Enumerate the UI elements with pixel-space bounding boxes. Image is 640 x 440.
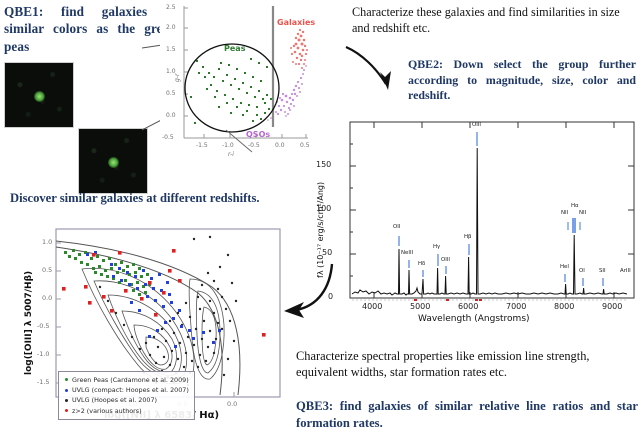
spec-line-label-oi: OI <box>579 268 585 274</box>
characterize-top-text: Characterize these galaxies and find sim… <box>352 5 620 35</box>
spec-line-label-oiii-1: OIII <box>441 257 451 263</box>
cc-annotation-galaxies: Galaxies <box>277 18 316 27</box>
spec-line-label-sii: SII <box>599 268 606 274</box>
color-color-canvas <box>183 6 308 153</box>
cc-annotation-qsos: QSOs <box>246 130 271 139</box>
cc-xtick-m1-5: -1.5 <box>196 142 208 149</box>
legend-item-uvlg: UVLG (Hoopes et al. 2007) <box>63 395 189 405</box>
qbe3-annotation: QBE3: find galaxies of similar relative … <box>296 399 638 430</box>
cc-ytick-2-5: 2.5 <box>166 4 176 11</box>
legend-item-z2: z>2 (various authors) <box>63 406 189 416</box>
spec-line-label-ariii: ArIII <box>620 268 631 274</box>
spec-line-label-nii-1: NII <box>561 210 569 216</box>
qbe1-annotation: QBE1: find galaxies of similar colors as… <box>4 4 176 54</box>
legend-swatch-green-peas <box>65 378 68 382</box>
bpt-yaxis-label: log([OIII] λ 5007/Hβ) <box>24 270 34 375</box>
spec-xtick-8000: 8000 <box>554 302 575 311</box>
cc-xaxis-label: r-i <box>228 151 234 158</box>
cc-ytick-1-5: 1.5 <box>166 46 176 53</box>
cc-xtick-m1-0: -1.0 <box>222 142 234 149</box>
spec-line-label-neiii: NeIII <box>401 250 414 256</box>
legend-label-uvlg: UVLG (Hoopes et al. 2007) <box>72 396 158 405</box>
cc-yaxis-label: g-r <box>174 73 181 82</box>
green-pea-blob-icon <box>33 90 45 102</box>
bpt-ytick-m0-5: -0.5 <box>37 322 50 330</box>
spec-line-label-hgamma: Hγ <box>433 244 441 250</box>
legend-item-green-peas: Green Peas (Cardamone et al. 2009) <box>63 375 189 385</box>
spec-line-label-halpha: Hα <box>571 203 579 209</box>
spec-line-label-hdelta: Hδ <box>418 261 426 267</box>
cc-ytick-1-0: 1.0 <box>166 68 176 75</box>
galaxy-thumbnail-1 <box>4 62 74 128</box>
arrow-to-bpt-icon <box>284 263 334 318</box>
legend-label-green-peas: Green Peas (Cardamone et al. 2009) <box>72 375 189 384</box>
spec-ytick-50: 50 <box>322 248 333 257</box>
bpt-ytick-m1-0: -1.0 <box>37 350 50 358</box>
characterize-bottom-text: Characterize spectral properties like em… <box>296 349 590 380</box>
spec-line-label-oiii-2: OIII <box>472 122 482 128</box>
spec-line-label-hei: HeI <box>560 264 569 270</box>
legend-item-uvlg-compact: UVLG (compact: Hoopes et al. 2007) <box>63 385 189 395</box>
legend-swatch-uvlg-compact <box>65 388 68 392</box>
spec-line-label-hbeta: Hβ <box>464 234 472 240</box>
legend-label-uvlg-compact: UVLG (compact: Hoopes et al. 2007) <box>72 385 189 394</box>
selection-ellipse <box>184 43 280 133</box>
arrow-to-qbe2-icon <box>345 45 391 90</box>
spec-line-label-nii-2: NII <box>579 210 587 216</box>
bpt-diagram[interactable]: 1.0 0.5 0.0 -0.5 -1.0 -1.5 -1.5 -1.0 -0.… <box>22 225 284 430</box>
spec-line-label-oii: OII <box>393 224 401 230</box>
bpt-legend: Green Peas (Cardamone et al. 2009) UVLG … <box>58 370 195 420</box>
cc-ytick-0-0: 0.0 <box>166 112 176 119</box>
legend-swatch-z2 <box>65 409 68 413</box>
cc-xtick-m0-5: -0.5 <box>248 142 260 149</box>
spec-ytick-150: 150 <box>316 160 332 169</box>
spec-xtick-9000: 9000 <box>602 302 623 311</box>
spec-ytick-0: 0 <box>328 292 334 301</box>
qbe2-annotation: QBE2: Down select the group further acco… <box>408 57 636 103</box>
cc-xtick-0-5: 0.5 <box>300 142 310 149</box>
bpt-ytick-m1-5: -1.5 <box>37 378 50 386</box>
legend-label-z2: z>2 (various authors) <box>72 406 142 415</box>
bpt-ytick-0-0: 0.0 <box>42 294 53 302</box>
spec-xtick-5000: 5000 <box>410 302 431 311</box>
spec-xtick-6000: 6000 <box>458 302 479 311</box>
cc-ytick-m0-5: -0.5 <box>162 134 174 141</box>
cc-ytick-0-5: 0.5 <box>166 90 176 97</box>
spec-xtick-4000: 4000 <box>362 302 383 311</box>
cc-ytick-2-0: 2.0 <box>166 24 176 31</box>
spec-xtick-7000: 7000 <box>506 302 527 311</box>
spectrum-canvas <box>349 121 635 301</box>
spectrum-plot[interactable]: 0 50 100 150 4000 5000 6000 7000 8000 90… <box>316 118 638 336</box>
discover-annotation: Discover similar galaxies at different r… <box>10 191 260 205</box>
legend-swatch-uvlg <box>65 398 68 402</box>
cc-xtick-0-0: 0.0 <box>275 142 285 149</box>
cc-annotation-peas: Peas <box>224 44 246 53</box>
color-color-plot[interactable]: 2.5 2.0 1.5 1.0 0.5 0.0 -0.5 -1.5 -1.0 -… <box>160 2 315 162</box>
bpt-ytick-0-5: 0.5 <box>42 266 53 274</box>
spec-ytick-100: 100 <box>316 204 332 213</box>
green-pea-blob-icon <box>107 156 119 168</box>
bpt-xtick-0-0: 0.0 <box>227 400 238 408</box>
galaxy-thumbnail-2 <box>78 128 148 194</box>
bpt-ytick-1-0: 1.0 <box>42 238 53 246</box>
spec-xaxis-label: Wavelength (Angstroms) <box>418 314 530 324</box>
